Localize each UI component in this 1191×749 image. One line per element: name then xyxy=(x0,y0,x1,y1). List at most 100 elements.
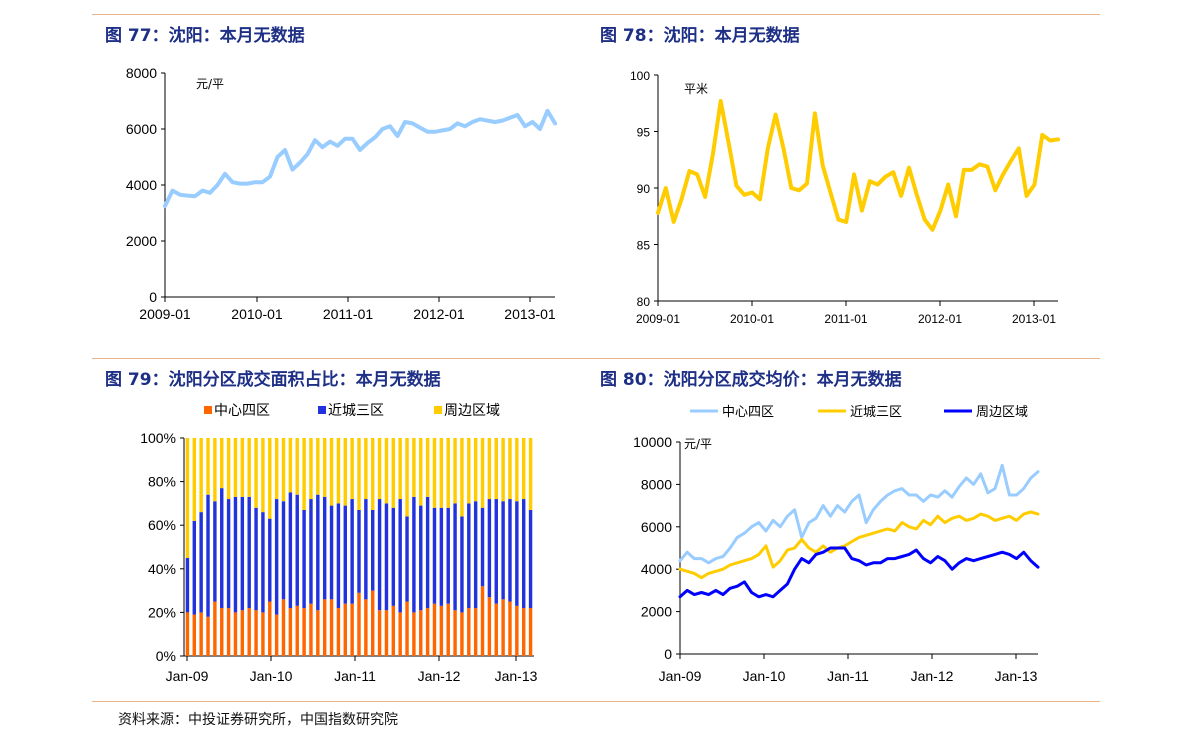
c79-bar-segment xyxy=(508,601,512,656)
c79-bar-segment xyxy=(364,499,368,600)
c79-bar-segment xyxy=(432,507,437,604)
c79-bar-segment xyxy=(391,438,396,508)
c79-bar-segment xyxy=(254,438,258,508)
c78-x-tick-label: 2011-01 xyxy=(824,312,867,326)
c79-bar-segment xyxy=(295,438,299,495)
c79-bar-segment xyxy=(281,599,286,656)
c79-bar-segment xyxy=(371,509,375,591)
c79-bar-segment xyxy=(453,503,457,611)
c80-x-tick-label: Jan-11 xyxy=(827,668,869,684)
c79-bar-segment xyxy=(268,601,272,656)
c80-series-line xyxy=(678,463,1040,565)
c79-bar-segment xyxy=(384,610,389,656)
c78-y-tick-label: 90 xyxy=(637,182,651,196)
c79-bar-segment xyxy=(357,438,361,510)
c80-y-tick-label: 8000 xyxy=(641,476,672,492)
c79-bar-segment xyxy=(528,608,533,656)
c79-bar-segment xyxy=(322,496,327,600)
c79-bar-segment xyxy=(302,438,306,510)
c79-bar-segment xyxy=(322,599,327,656)
c79-bar-segment xyxy=(281,501,286,600)
c79-bar-segment xyxy=(247,438,251,497)
c79-bar-segment xyxy=(521,608,526,656)
c79-bar-segment xyxy=(213,601,217,656)
c79-bar-segment xyxy=(309,603,313,656)
c79-bar-segment xyxy=(316,610,320,656)
c78-x-tick-label: 2013-01 xyxy=(1012,312,1056,326)
c77-x-tick-label: 2009-01 xyxy=(139,306,191,322)
c79-bar-segment xyxy=(316,494,320,611)
c79-bar-segment xyxy=(226,608,231,656)
c79-bar-segment xyxy=(364,599,368,656)
c79-bar-segment xyxy=(274,614,279,656)
c79-bar-segment xyxy=(281,438,286,502)
c79-bar-segment xyxy=(350,603,354,656)
c79-bar-segment xyxy=(220,608,224,656)
c79-x-tick-label: Jan-12 xyxy=(418,668,461,684)
c78-series-line xyxy=(656,99,1060,232)
c79-x-tick-label: Jan-13 xyxy=(495,668,538,684)
c79-bar-segment xyxy=(336,608,341,656)
c79-bar-segment xyxy=(487,438,492,500)
c79-bar-segment xyxy=(405,438,409,517)
c79-y-tick-label: 80% xyxy=(148,474,176,490)
c77-y-tick-label: 4000 xyxy=(126,177,157,193)
c80-legend-label: 近城三区 xyxy=(850,405,902,420)
c79-bar-segment xyxy=(480,507,485,587)
c80-y-tick-label: 0 xyxy=(664,646,672,662)
c77-x-tick-label: 2013-01 xyxy=(504,306,556,322)
c79-bar-segment xyxy=(295,605,299,656)
c79-bar-segment xyxy=(240,496,245,611)
figure-78-title: 图 78：沈阳：本月无数据 xyxy=(600,26,800,46)
c79-bar-segment xyxy=(220,488,224,609)
rule-middle xyxy=(92,358,1100,359)
c79-bar-segment xyxy=(364,438,368,500)
c79-bar-segment xyxy=(405,516,409,602)
c79-bar-segment xyxy=(432,438,437,508)
c79-bar-segment xyxy=(329,505,334,600)
c79-bar-segment xyxy=(398,612,402,656)
c77-unit-label: 元/平 xyxy=(196,77,224,91)
c79-legend-label: 中心四区 xyxy=(214,403,270,419)
c79-bar-segment xyxy=(419,610,423,656)
c79-bar-segment xyxy=(377,499,382,611)
c79-bar-segment xyxy=(268,518,272,602)
c79-bar-segment xyxy=(494,438,498,500)
c78-x-tick-label: 2012-01 xyxy=(918,312,962,326)
c79-y-tick-label: 60% xyxy=(148,517,176,533)
c79-bar-segment xyxy=(206,438,210,495)
c80-series-line xyxy=(678,510,1040,580)
c79-bar-segment xyxy=(377,438,382,500)
c79-bar-segment xyxy=(391,605,396,656)
c79-bar-segment xyxy=(425,438,430,497)
c77-x-tick-label: 2010-01 xyxy=(231,306,283,322)
c79-bar-segment xyxy=(192,438,197,521)
c78-y-tick-label: 95 xyxy=(637,126,651,140)
c79-x-tick-label: Jan-11 xyxy=(334,668,376,684)
c77-y-tick-label: 6000 xyxy=(126,121,157,137)
c79-bar-segment xyxy=(254,507,258,611)
c80-unit-label: 元/平 xyxy=(684,437,712,451)
c79-legend-swatch xyxy=(318,406,326,414)
c79-bar-segment xyxy=(240,438,245,497)
c79-bar-segment xyxy=(391,507,396,606)
c77-y-tick-label: 8000 xyxy=(126,65,157,81)
c78-x-tick-label: 2010-01 xyxy=(730,312,774,326)
c79-bar-segment xyxy=(521,438,526,500)
c79-bar-segment xyxy=(494,603,498,656)
c77-y-tick-label: 0 xyxy=(149,289,157,305)
figure-80-title: 图 80：沈阳分区成交均价：本月无数据 xyxy=(600,370,902,390)
c79-bar-segment xyxy=(329,438,334,506)
c79-bar-segment xyxy=(460,516,464,613)
source-note: 资料来源：中投证券研究所，中国指数研究院 xyxy=(118,712,398,728)
c79-bar-segment xyxy=(343,603,347,656)
c79-bar-segment xyxy=(473,501,478,609)
c79-bar-segment xyxy=(199,512,203,613)
c79-bar-segment xyxy=(233,612,238,656)
c80-legend-label: 周边区域 xyxy=(976,405,1028,420)
c79-bar-segment xyxy=(467,438,471,504)
c79-bar-segment xyxy=(515,605,519,656)
c78-y-tick-label: 100 xyxy=(630,69,650,83)
